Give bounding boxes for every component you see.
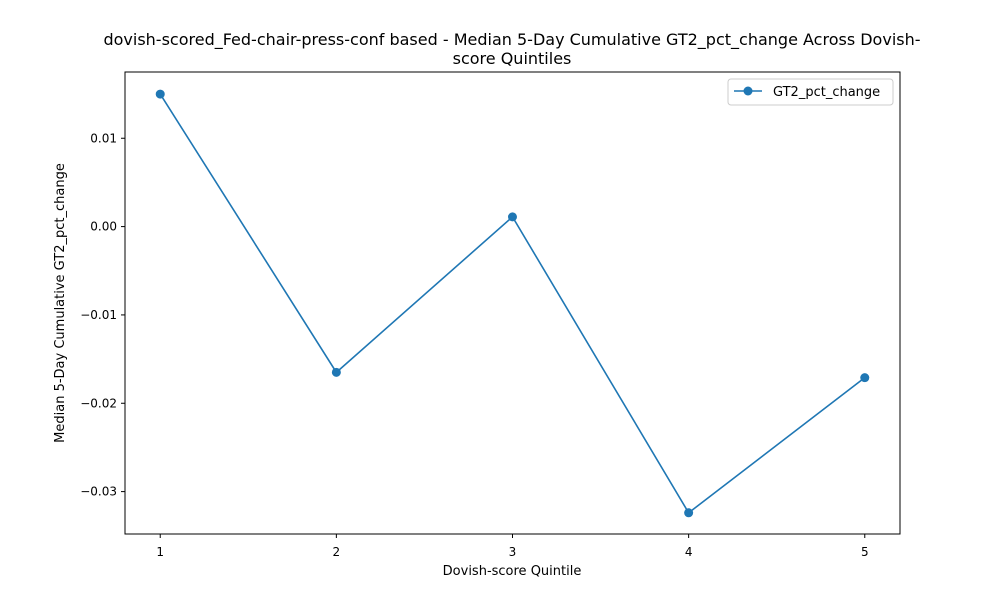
- data-point: [860, 373, 870, 383]
- chart-title-line-2: score Quintiles: [453, 49, 572, 68]
- plot-area: [124, 71, 901, 535]
- x-tick-label: 5: [861, 545, 869, 559]
- legend-box: [727, 78, 894, 106]
- x-tick-label: 3: [509, 545, 517, 559]
- series-group: [155, 89, 870, 518]
- y-axis-label: Median 5-Day Cumulative GT2_pct_change: [53, 163, 68, 443]
- x-tick-label: 4: [685, 545, 693, 559]
- legend: GT2_pct_change: [727, 78, 894, 106]
- data-point: [508, 212, 517, 222]
- y-tick-label: −0.03: [80, 485, 117, 499]
- legend-point-marker: [743, 86, 753, 96]
- data-point: [684, 508, 694, 518]
- series-line: [159, 93, 866, 514]
- x-tick-label: 1: [156, 545, 164, 559]
- data-point: [331, 367, 341, 377]
- data-point: [155, 89, 165, 99]
- legend-label: GT2_pct_change: [773, 85, 880, 100]
- y-tick-label: −0.01: [80, 308, 117, 322]
- chart-title-line-1: dovish-scored_Fed-chair-press-conf based…: [103, 30, 920, 50]
- y-tick-label: 0.01: [90, 131, 117, 145]
- chart-title: dovish-scored_Fed-chair-press-conf based…: [103, 30, 920, 68]
- x-axis-label: Dovish-score Quintile: [443, 564, 582, 579]
- y-tick-label: −0.02: [80, 396, 117, 410]
- y-tick-label: 0.00: [90, 220, 117, 234]
- x-tick-label: 2: [333, 545, 341, 559]
- x-axis-ticks: 1 2 3 4 5: [156, 534, 869, 559]
- y-axis-ticks: 0.01 0.00 −0.01 −0.02 −0.03: [80, 131, 125, 499]
